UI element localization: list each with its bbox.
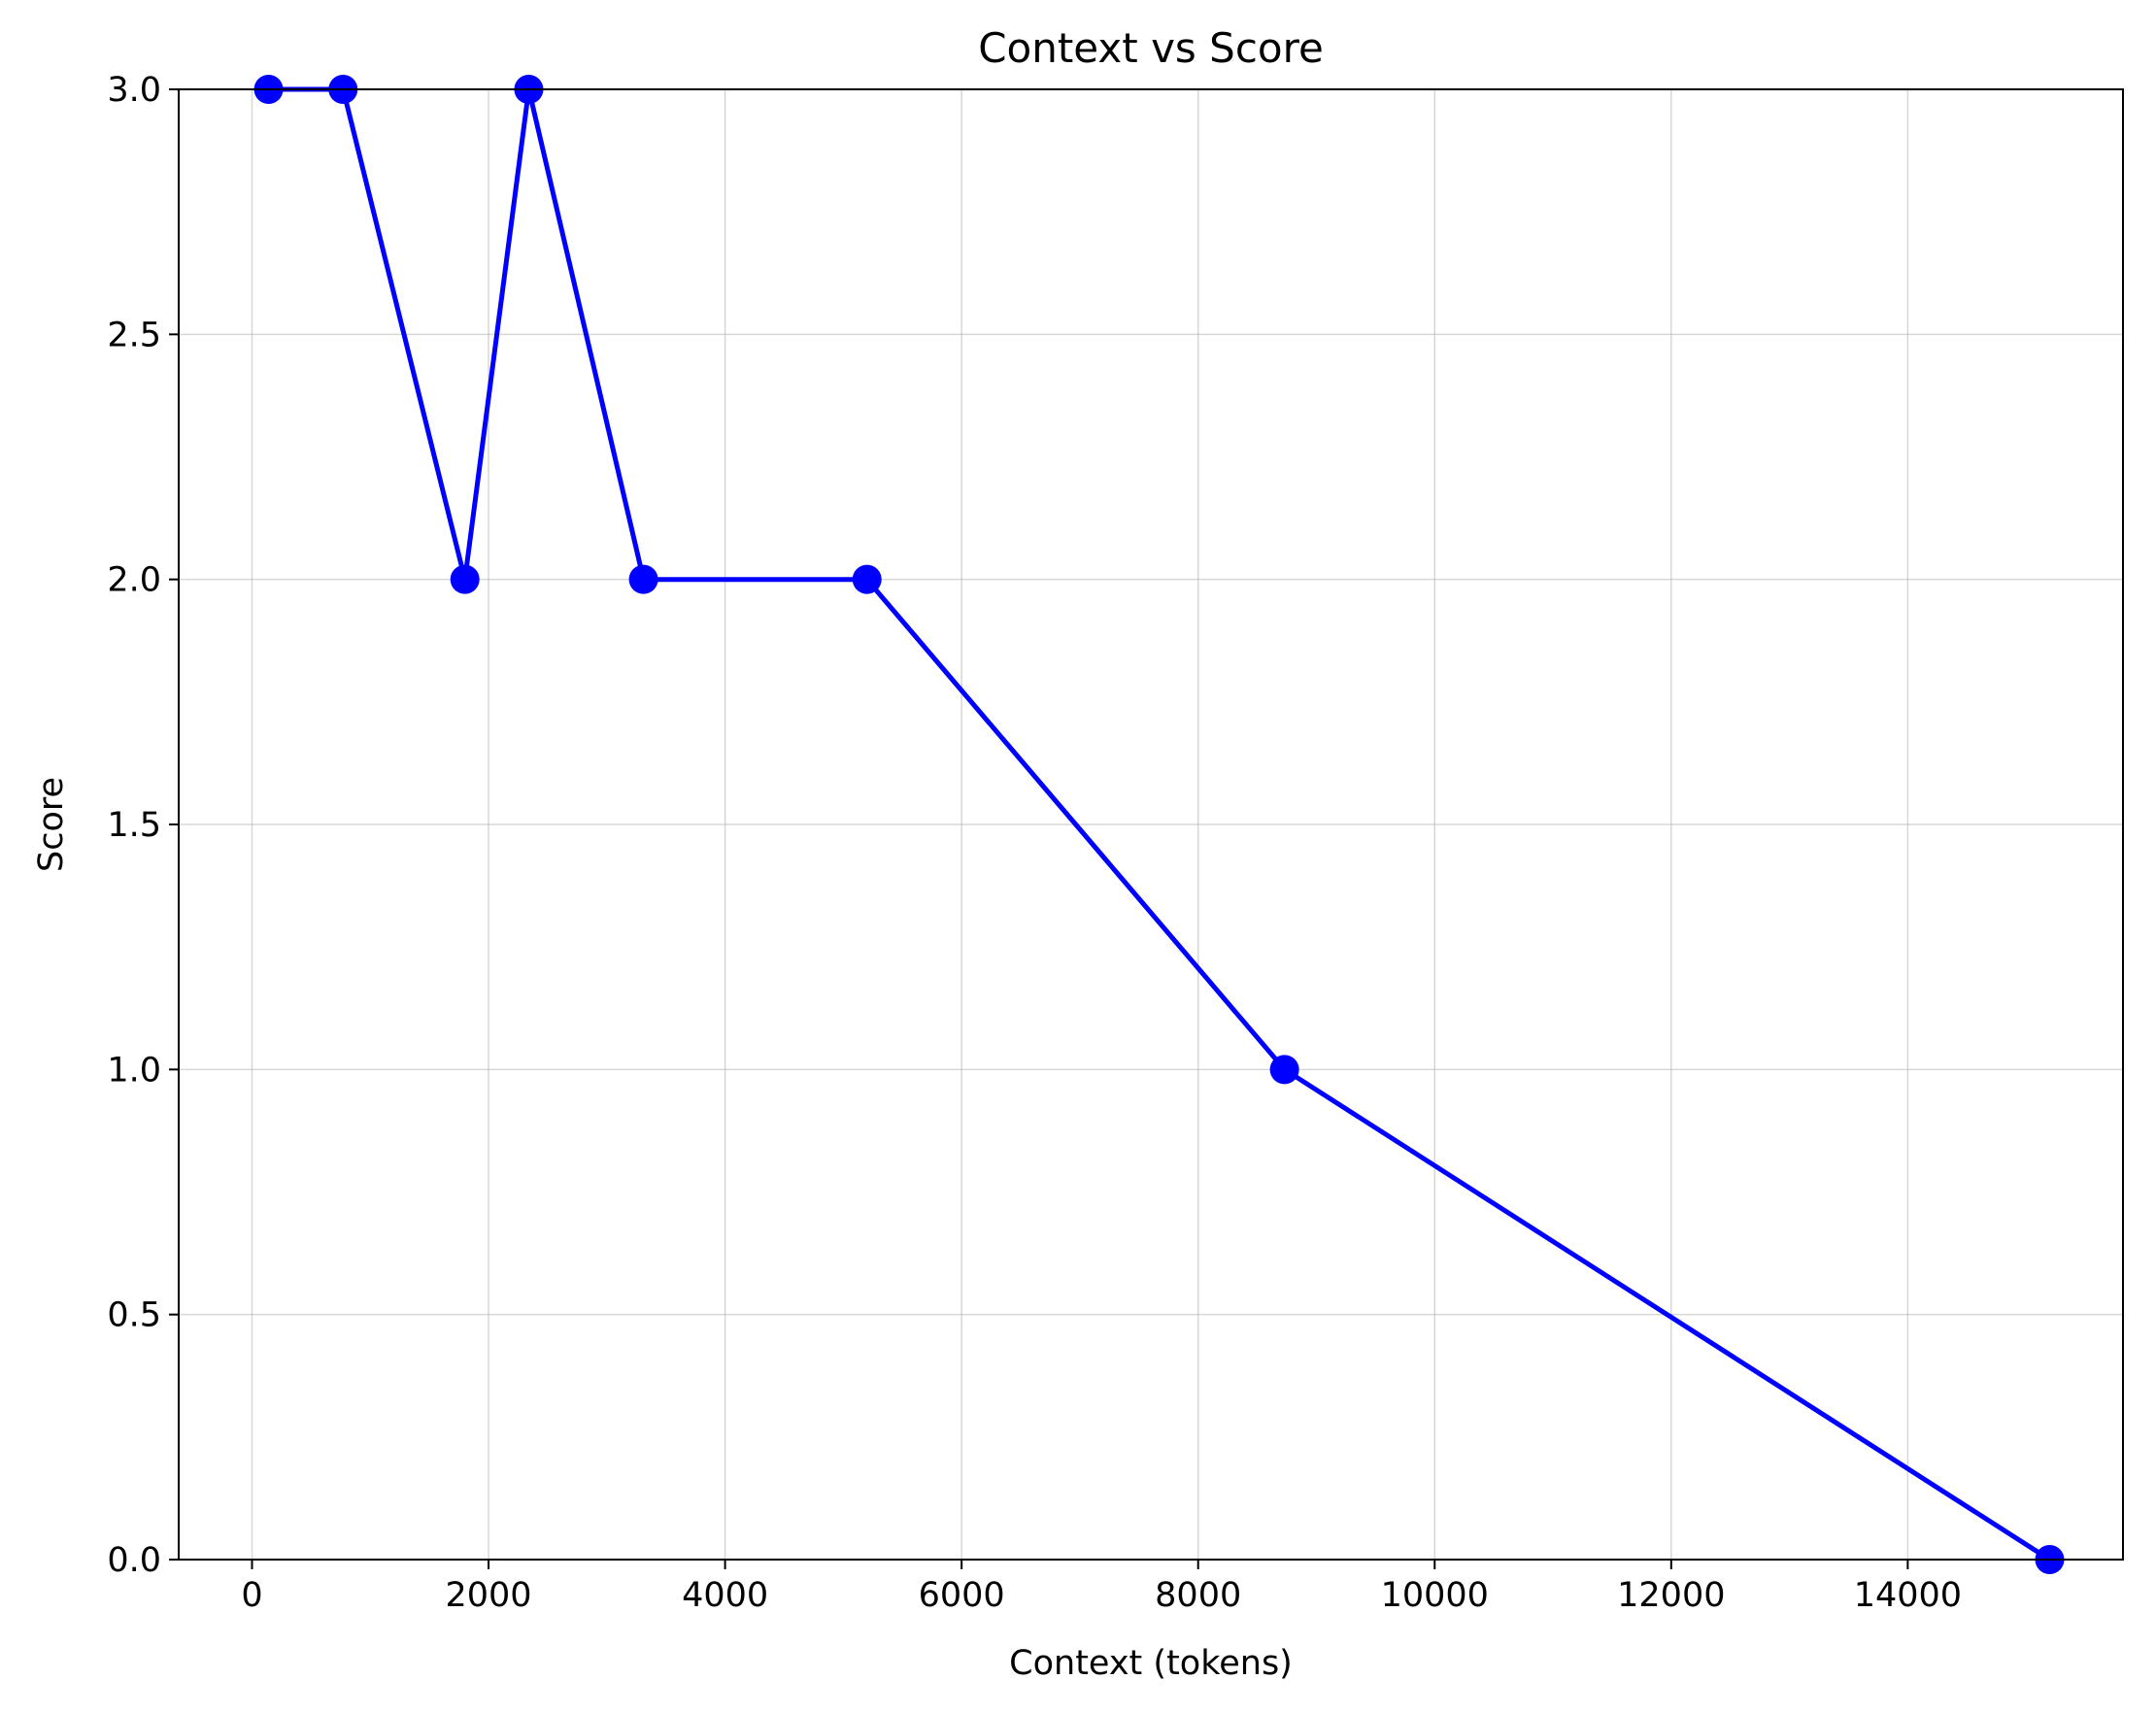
y-tick-label: 2.5 [107, 316, 161, 354]
series-line [268, 86, 2051, 1562]
x-tick-label: 6000 [919, 1576, 1005, 1615]
axis-ticks: 0 2000 4000 6000 8000 10000 12000 14000 0.0 0.5 1.… [107, 71, 1962, 1615]
data-series [253, 75, 2065, 1574]
y-tick-label: 1.0 [107, 1051, 161, 1090]
x-tick-label: 2000 [446, 1576, 532, 1615]
x-tick-label: 10000 [1381, 1576, 1489, 1615]
x-tick-label: 12000 [1617, 1576, 1725, 1615]
x-tick-label: 0 [241, 1576, 262, 1615]
data-point [450, 564, 480, 594]
x-tick-label: 8000 [1155, 1576, 1241, 1615]
x-axis-label: Context (tokens) [1009, 1644, 1293, 1683]
y-axis-label: Score [32, 777, 71, 872]
data-point [628, 564, 658, 594]
grid [179, 88, 2123, 1561]
data-point [1269, 1055, 1299, 1085]
x-tick-label: 4000 [682, 1576, 768, 1615]
y-tick-label: 0.0 [107, 1541, 161, 1580]
data-point [852, 564, 882, 594]
y-tick-label: 3.0 [107, 71, 161, 110]
x-tick-label: 14000 [1854, 1576, 1962, 1615]
y-tick-label: 1.5 [107, 806, 161, 845]
y-tick-label: 2.0 [107, 561, 161, 600]
y-tick-label: 0.5 [107, 1296, 161, 1335]
chart-title: Context vs Score [978, 24, 1324, 72]
